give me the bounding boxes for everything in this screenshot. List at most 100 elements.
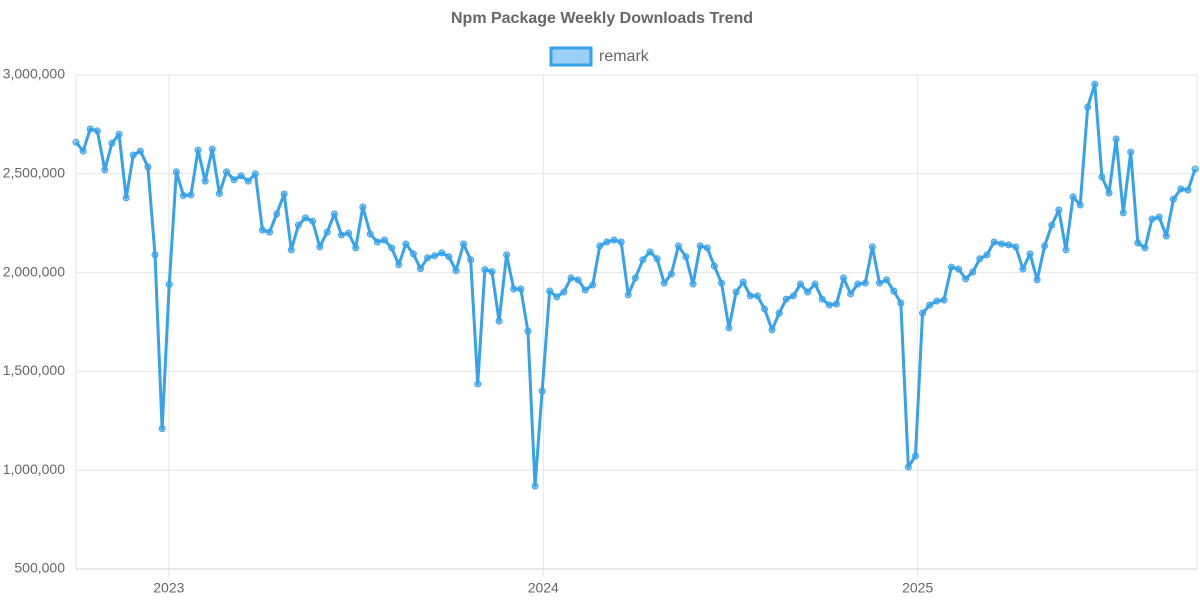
data-point (424, 254, 432, 262)
data-point (761, 305, 769, 313)
data-point (86, 125, 94, 133)
data-point (818, 295, 826, 303)
data-point (345, 229, 353, 237)
data-point (258, 226, 266, 234)
data-point (402, 240, 410, 248)
data-point (79, 147, 87, 155)
data-point (251, 170, 259, 178)
data-point (646, 248, 654, 256)
data-point (969, 268, 977, 276)
data-point (990, 238, 998, 246)
data-point (381, 236, 389, 244)
data-point (603, 238, 611, 246)
data-point (115, 130, 123, 138)
data-point (1062, 246, 1070, 254)
data-point (775, 309, 783, 317)
data-point (302, 214, 310, 222)
data-point (976, 255, 984, 263)
data-point (474, 380, 482, 388)
legend[interactable]: remark (549, 46, 650, 67)
data-point (1069, 193, 1077, 201)
data-point (617, 238, 625, 246)
data-point (768, 326, 776, 334)
data-point (804, 288, 812, 296)
data-point (1119, 209, 1127, 217)
data-point (746, 292, 754, 300)
data-point (323, 228, 331, 236)
data-point (373, 238, 381, 246)
chart-title: Npm Package Weekly Downloads Trend (451, 10, 753, 27)
data-point (832, 300, 840, 308)
data-point (93, 127, 101, 135)
grid (75, 74, 1198, 577)
data-point (854, 280, 862, 288)
data-point (653, 255, 661, 263)
data-point (215, 190, 223, 198)
data-point (287, 246, 295, 254)
data-point (1177, 185, 1185, 193)
x-tick-label: 2025 (902, 580, 933, 596)
data-point (122, 194, 130, 202)
data-point (337, 231, 345, 239)
data-point (782, 295, 790, 303)
data-point (639, 256, 647, 264)
data-point (1134, 239, 1142, 247)
data-point (1112, 135, 1120, 143)
data-point (230, 176, 238, 184)
data-point (890, 287, 898, 295)
data-point (840, 274, 848, 282)
data-point (868, 243, 876, 251)
data-point (280, 190, 288, 198)
data-point (682, 253, 690, 261)
data-point (431, 252, 439, 260)
data-point (703, 244, 711, 252)
data-point (954, 265, 962, 273)
data-point (919, 309, 927, 317)
data-point (546, 287, 554, 295)
data-point (689, 280, 697, 288)
data-point (940, 296, 948, 304)
data-point (244, 177, 252, 185)
data-point (739, 278, 747, 286)
data-point (531, 482, 539, 490)
data-point (517, 285, 525, 293)
data-point (710, 262, 718, 270)
legend-swatch (549, 46, 593, 67)
y-tick-label: 1,000,000 (3, 461, 65, 477)
data-point (194, 146, 202, 154)
data-point (926, 301, 934, 309)
y-tick-label: 2,000,000 (3, 263, 65, 279)
data-point (510, 285, 518, 293)
data-point (753, 292, 761, 300)
data-point (560, 288, 568, 296)
x-tick-label: 2024 (528, 580, 559, 596)
data-point (796, 280, 804, 288)
data-point (316, 243, 324, 251)
data-point (725, 324, 733, 332)
data-point (538, 387, 546, 395)
data-point (467, 256, 475, 264)
data-point (352, 244, 360, 252)
data-point (1127, 148, 1135, 156)
data-point (445, 253, 453, 261)
data-point (1048, 221, 1056, 229)
data-point (438, 249, 446, 257)
data-point (911, 452, 919, 460)
data-point (151, 251, 159, 259)
data-point (1019, 265, 1027, 273)
data-point (1091, 80, 1099, 88)
data-point (273, 210, 281, 218)
series-line (74, 82, 1197, 488)
y-tick-label: 2,500,000 (3, 165, 65, 181)
data-point (667, 270, 675, 278)
x-tick-label: 2023 (153, 580, 184, 596)
data-point (624, 291, 632, 299)
data-point (947, 263, 955, 271)
data-point (179, 192, 187, 200)
data-point (1155, 213, 1163, 221)
data-point (717, 279, 725, 287)
data-point (589, 281, 597, 289)
data-point (1012, 243, 1020, 251)
data-point (660, 279, 668, 287)
